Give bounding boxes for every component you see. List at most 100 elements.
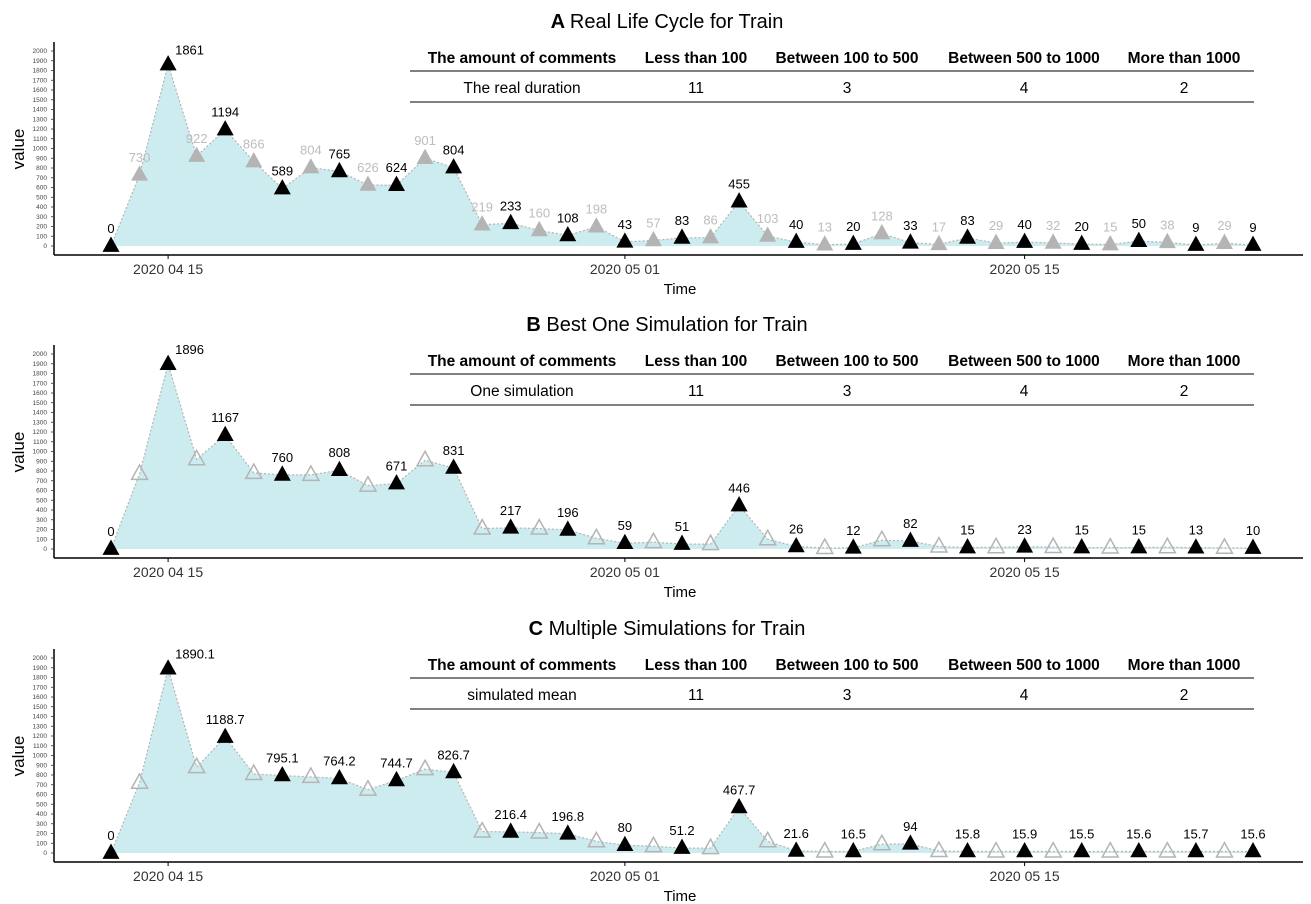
x-tick-label: 2020 04 15: [133, 261, 203, 277]
data-point-hollow: [472, 821, 492, 838]
y-tick-label: 800: [36, 468, 47, 475]
data-label: 40: [1017, 217, 1031, 232]
y-tick-label: 1400: [33, 107, 48, 114]
y-tick-label: 1300: [33, 116, 48, 123]
data-label: 866: [243, 137, 265, 152]
data-label: 0: [107, 524, 114, 539]
x-axis-label: Time: [664, 584, 697, 601]
data-label: 15: [1103, 220, 1117, 235]
table-cell: 2: [1180, 383, 1189, 400]
data-point-light: [816, 235, 834, 251]
table-header: Between 100 to 500: [775, 50, 918, 67]
data-label: 15: [960, 523, 974, 538]
data-point-hollow: [815, 841, 835, 858]
data-point-filled: [787, 841, 805, 857]
data-label: 82: [903, 516, 917, 531]
data-label: 217: [500, 503, 522, 518]
panel-title: B Best One Simulation for Train: [526, 314, 807, 336]
y-tick-label: 1000: [33, 449, 48, 456]
table-header: Between 500 to 1000: [948, 50, 1100, 67]
y-tick-label: 100: [36, 233, 47, 240]
y-tick-label: 1500: [33, 400, 48, 407]
data-label: 13: [818, 220, 832, 235]
y-tick-label: 1600: [33, 87, 48, 94]
data-point-hollow: [758, 830, 777, 848]
y-tick-label: 1700: [33, 77, 48, 84]
data-point-light: [416, 148, 434, 164]
data-point-filled: [1016, 537, 1034, 553]
data-point-filled: [159, 354, 177, 370]
data-point-light: [987, 233, 1005, 249]
table-cell: 3: [843, 687, 852, 704]
data-label: 160: [528, 205, 550, 220]
y-tick-label: 1800: [33, 371, 48, 378]
data-label: 86: [703, 213, 717, 228]
data-label: 10: [1246, 523, 1260, 538]
data-label: 9: [1192, 220, 1199, 235]
y-tick-label: 1300: [33, 419, 48, 426]
table-header: Less than 100: [645, 50, 748, 67]
y-tick-label: 0: [43, 243, 47, 250]
data-point-light: [530, 220, 548, 237]
data-point-hollow: [415, 449, 435, 467]
data-label: 216.4: [494, 807, 527, 822]
table-cell: 4: [1020, 687, 1029, 704]
table-header: More than 1000: [1128, 353, 1241, 370]
data-label: 32: [1046, 218, 1060, 233]
data-point-light: [359, 175, 377, 191]
y-tick-label: 700: [36, 782, 47, 789]
data-point-hollow: [244, 763, 264, 781]
data-label: 40: [789, 217, 803, 232]
data-point-filled: [502, 822, 520, 838]
data-point-filled: [844, 538, 862, 554]
y-tick-label: 1700: [33, 380, 48, 387]
table-cell: 2: [1180, 80, 1189, 97]
data-point-hollow: [872, 529, 892, 547]
y-tick-label: 1600: [33, 694, 48, 701]
data-point-hollow: [644, 531, 663, 549]
data-label: 455: [728, 177, 750, 192]
data-label: 15.5: [1069, 826, 1094, 841]
table-header: Between 100 to 500: [775, 657, 918, 674]
data-point-filled: [730, 797, 748, 814]
table-header: The amount of comments: [428, 50, 617, 67]
data-point-filled: [673, 838, 691, 854]
y-tick-label: 1400: [33, 410, 48, 417]
data-label: 103: [757, 211, 779, 226]
data-label: 51.2: [669, 823, 694, 838]
data-point-dark: [388, 175, 405, 191]
data-label: 83: [675, 213, 689, 228]
data-label: 467.7: [723, 782, 756, 797]
y-tick-label: 200: [36, 527, 47, 534]
panel-b: B Best One Simulation for Train010020030…: [9, 314, 1303, 601]
y-tick-label: 2000: [33, 48, 48, 55]
table-header: More than 1000: [1128, 657, 1241, 674]
area-fill: [111, 668, 1253, 853]
data-point-hollow: [415, 758, 435, 776]
data-point-light: [702, 228, 720, 244]
data-label: 23: [1017, 522, 1031, 537]
y-tick-label: 1100: [33, 136, 47, 143]
data-label: 795.1: [266, 750, 299, 765]
data-point-hollow: [529, 518, 549, 535]
summary-table: The amount of comments Less than 100 Betwe…: [410, 657, 1254, 710]
table-header: The amount of comments: [428, 353, 617, 370]
data-point-light: [644, 230, 662, 247]
data-label: 15.6: [1126, 826, 1151, 841]
data-label: 43: [618, 217, 632, 232]
y-tick-label: 100: [36, 840, 47, 847]
y-tick-label: 1100: [33, 439, 47, 446]
data-point-filled: [673, 534, 691, 550]
data-point-filled: [1187, 841, 1205, 858]
data-point-light: [188, 146, 206, 162]
data-point-filled: [445, 458, 463, 474]
y-tick-label: 200: [36, 831, 47, 838]
table-header: Between 500 to 1000: [948, 353, 1100, 370]
data-label: 760: [271, 450, 293, 465]
data-label: 16.5: [841, 826, 866, 841]
y-tick-label: 1200: [33, 429, 48, 436]
y-tick-label: 0: [43, 546, 47, 553]
data-label: 50: [1132, 216, 1146, 231]
panel-c: C Multiple Simulations for Train 0 100 200 3…: [9, 618, 1303, 904]
data-point-light: [302, 158, 320, 174]
